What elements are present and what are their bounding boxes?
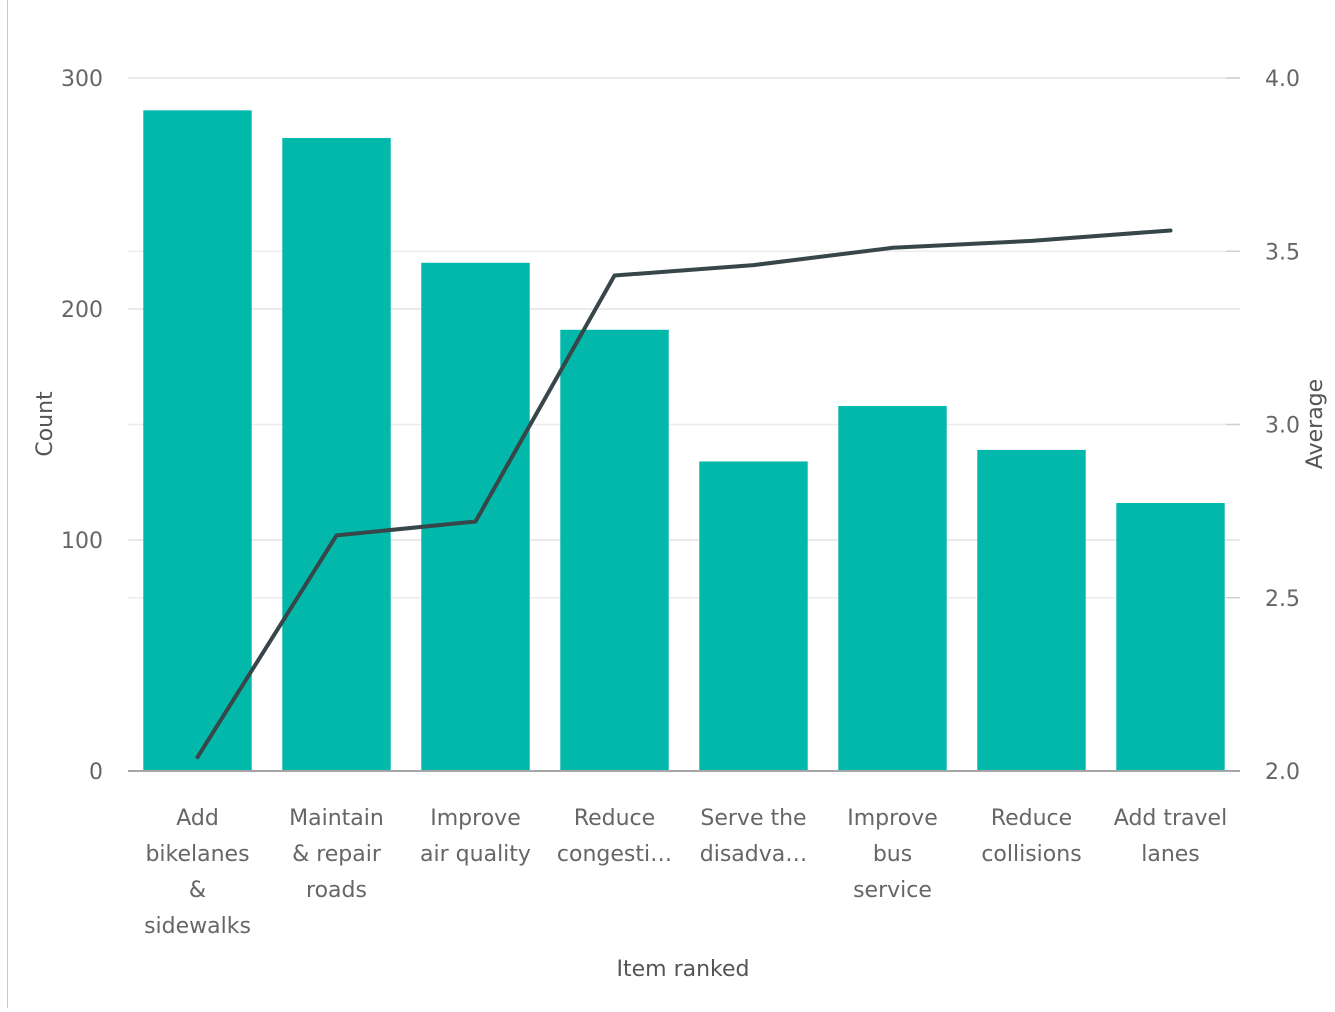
y-tick-label-right: 3.0 (1265, 414, 1300, 439)
bar[interactable] (143, 110, 251, 771)
y-tick-label-left: 200 (61, 298, 103, 323)
y-tick-label-left: 0 (89, 760, 103, 785)
bar[interactable] (977, 450, 1085, 771)
bar[interactable] (421, 263, 529, 771)
y-tick-label-right: 4.0 (1265, 67, 1300, 92)
x-axis-title: Item ranked (617, 957, 750, 982)
bar[interactable] (838, 406, 946, 771)
y-axis-title-left: Count (33, 391, 58, 457)
left-border-line (7, 0, 8, 1008)
bar-series (143, 110, 1224, 771)
y-axis-left: 0 100 200 300 (61, 67, 103, 785)
y-tick-label-right: 2.5 (1265, 587, 1300, 612)
bar[interactable] (560, 330, 668, 771)
bar[interactable] (1116, 503, 1224, 771)
y-tick-label-right: 3.5 (1265, 240, 1300, 265)
bar[interactable] (699, 461, 807, 771)
y-tick-label-right: 2.0 (1265, 760, 1300, 785)
y-axis-right: 2.0 2.5 3.0 3.5 4.0 (1226, 67, 1300, 785)
y-axis-title-right: Average (1303, 379, 1328, 469)
bar[interactable] (282, 138, 390, 771)
y-tick-label-left: 100 (61, 529, 103, 554)
y-tick-label-left: 300 (61, 67, 103, 92)
